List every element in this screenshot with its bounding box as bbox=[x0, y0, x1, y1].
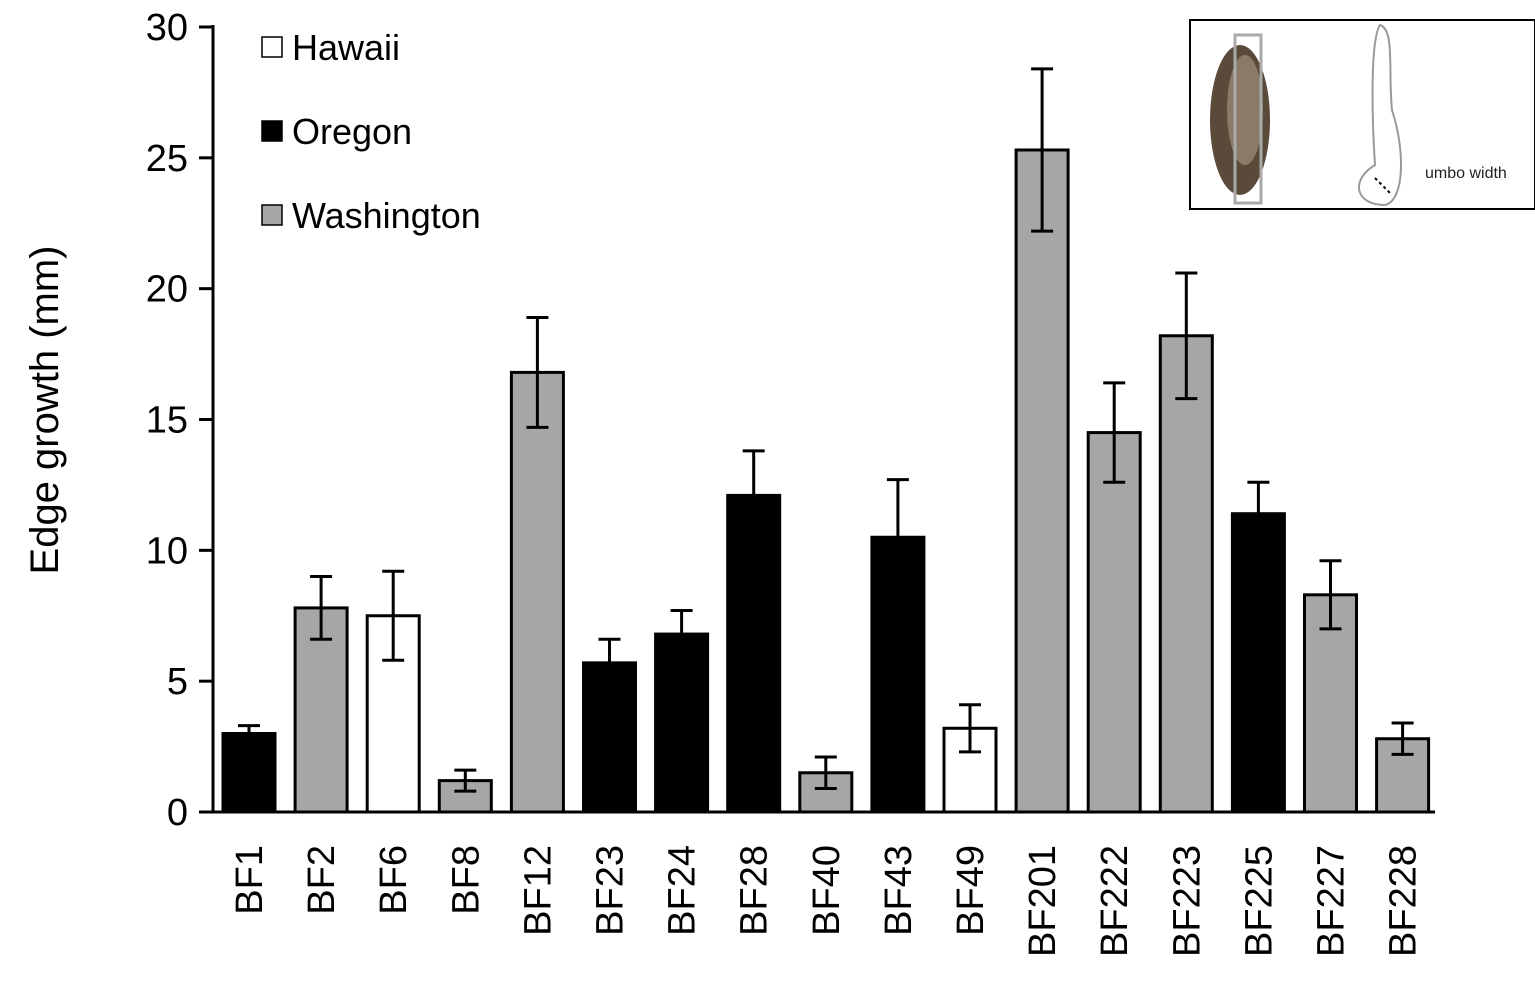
inset-label: umbo width bbox=[1425, 165, 1507, 182]
x-tick-label: BF227 bbox=[1311, 845, 1353, 957]
bar bbox=[656, 634, 708, 812]
y-axis-label: Edge growth (mm) bbox=[23, 246, 67, 575]
x-tick-label: BF8 bbox=[445, 845, 487, 915]
bar bbox=[1160, 336, 1212, 812]
x-tick-label: BF223 bbox=[1166, 845, 1208, 957]
chart: Edge growth (mm) umbo width 0 5 10 15 20 25 30… bbox=[0, 0, 1535, 990]
x-tick-label: BF2 bbox=[301, 845, 343, 915]
bar bbox=[223, 734, 275, 813]
x-tick-label: BF1 bbox=[229, 845, 271, 915]
bar bbox=[1016, 150, 1068, 812]
legend-label: Oregon bbox=[292, 111, 412, 152]
shell-highlight bbox=[1227, 55, 1263, 165]
y-tick-label: 10 bbox=[146, 530, 188, 572]
x-tick-label: BF12 bbox=[517, 845, 559, 936]
bar bbox=[511, 372, 563, 812]
x-tick-label: BF6 bbox=[373, 845, 415, 915]
bar bbox=[728, 495, 780, 812]
x-tick-label: BF43 bbox=[878, 845, 920, 936]
x-tick-label: BF228 bbox=[1383, 845, 1425, 957]
legend-swatch bbox=[262, 205, 282, 225]
x-tick-label: BF225 bbox=[1238, 845, 1280, 957]
x-tick-label: BF28 bbox=[734, 845, 776, 936]
y-tick-label: 5 bbox=[167, 661, 188, 703]
legend-swatch bbox=[262, 121, 282, 141]
bar bbox=[1088, 433, 1140, 812]
inset: umbo width bbox=[1190, 20, 1535, 209]
legend-label: Hawaii bbox=[292, 27, 400, 68]
bar bbox=[1232, 514, 1284, 812]
x-tick-label: BF201 bbox=[1022, 845, 1064, 957]
y-tick-label: 20 bbox=[146, 269, 188, 311]
y-tick-label: 25 bbox=[146, 138, 188, 180]
x-tick-label: BF24 bbox=[662, 845, 704, 936]
legend-label: Washington bbox=[292, 195, 481, 236]
x-tick-label: BF49 bbox=[950, 845, 992, 936]
x-tick-label: BF23 bbox=[590, 845, 632, 936]
x-tick-label: BF222 bbox=[1094, 845, 1136, 957]
y-tick-label: 0 bbox=[167, 792, 188, 834]
legend-swatch bbox=[262, 37, 282, 57]
y-tick-label: 30 bbox=[146, 7, 188, 49]
x-tick-label: BF40 bbox=[806, 845, 848, 936]
y-tick-label: 15 bbox=[146, 400, 188, 442]
